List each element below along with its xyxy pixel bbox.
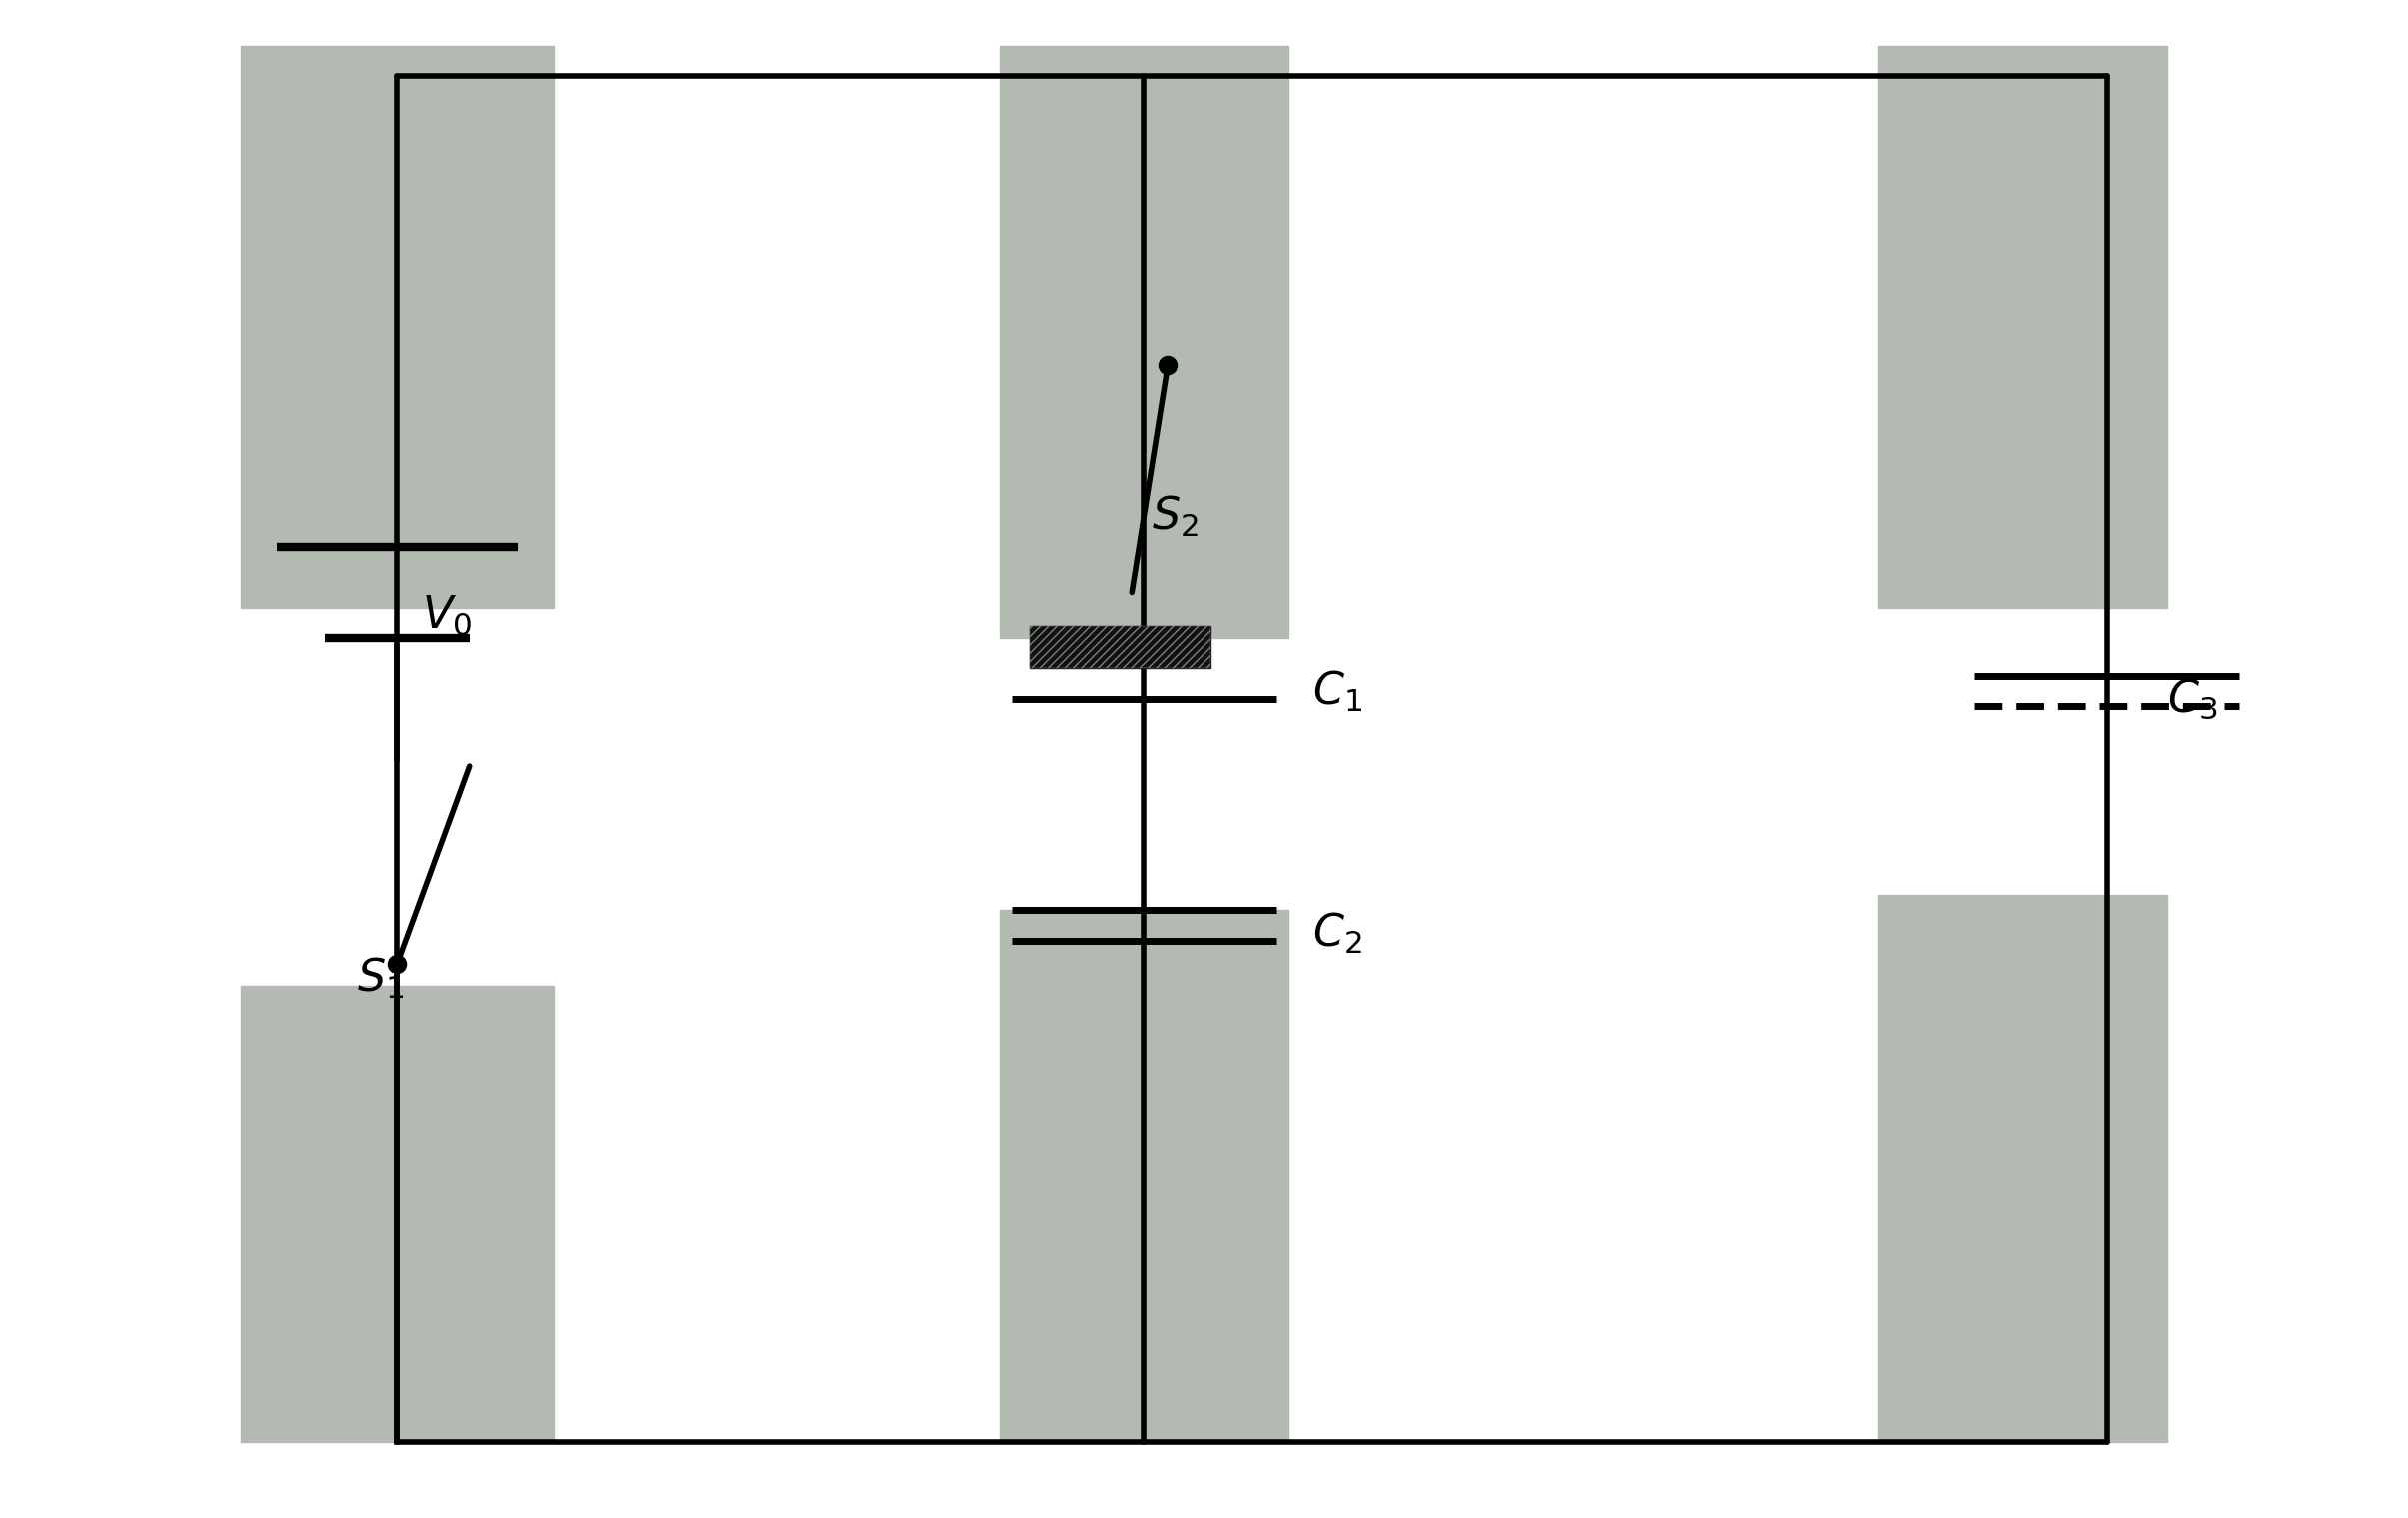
Bar xyxy=(1878,46,2167,607)
Text: $C_3$: $C_3$ xyxy=(2167,676,2218,721)
Text: $S_2$: $S_2$ xyxy=(1151,493,1197,539)
Text: $S_1$: $S_1$ xyxy=(356,956,405,1002)
Bar xyxy=(241,46,554,607)
Bar xyxy=(999,911,1288,1442)
Bar xyxy=(241,987,554,1442)
Bar xyxy=(999,46,1288,638)
Bar xyxy=(1878,896,2167,1442)
Bar xyxy=(1031,625,1211,668)
Text: $V_0$: $V_0$ xyxy=(421,594,472,636)
Bar xyxy=(1031,625,1211,668)
Text: $C_2$: $C_2$ xyxy=(1312,911,1363,956)
Text: $C_1$: $C_1$ xyxy=(1312,668,1363,713)
